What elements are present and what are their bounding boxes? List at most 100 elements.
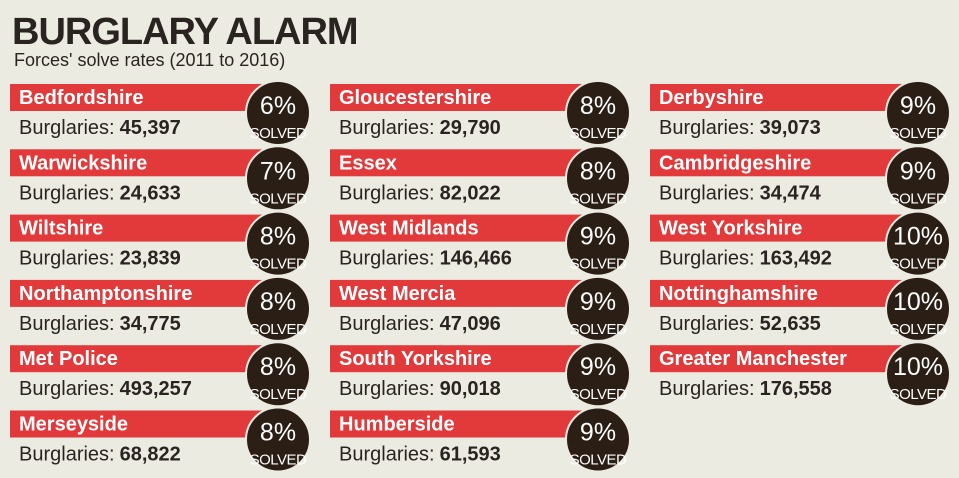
force-name: Greater Manchester (659, 348, 847, 370)
force-card: Wiltshire Burglaries: 23,839 8% SOLVED (10, 210, 311, 277)
count-value: 163,492 (760, 248, 832, 270)
count-value: 34,474 (760, 182, 822, 204)
solve-rate: 9% (580, 419, 616, 447)
solve-badge (245, 145, 311, 212)
burglary-count: Burglaries: 45,397 (19, 117, 181, 139)
name-bar (330, 84, 585, 111)
count-value: 23,839 (120, 248, 181, 270)
solve-rate: 8% (260, 288, 296, 316)
solved-label: SOLVED (890, 386, 947, 403)
force-name: West Yorkshire (659, 218, 802, 240)
name-bar (10, 410, 265, 438)
burglary-count: Burglaries: 163,492 (659, 248, 832, 270)
solve-rate: 8% (260, 419, 296, 447)
count-value: 90,018 (440, 378, 501, 400)
force-name: West Midlands (339, 218, 479, 240)
count-value: 29,790 (440, 117, 501, 139)
name-bar (330, 279, 585, 307)
force-name: Bedfordshire (19, 87, 143, 109)
solve-badge (565, 341, 631, 408)
solve-rate: 10% (893, 353, 943, 381)
burglary-count: Burglaries: 39,073 (659, 117, 821, 139)
burglary-count: Burglaries: 34,474 (659, 182, 822, 204)
solved-label: SOLVED (570, 256, 627, 273)
solved-label: SOLVED (250, 452, 307, 469)
count-value: 82,022 (440, 182, 501, 204)
solved-label: SOLVED (890, 125, 947, 142)
name-bar (650, 279, 905, 307)
name-bar (10, 149, 265, 177)
solved-label: SOLVED (250, 386, 307, 403)
name-bar (330, 214, 585, 242)
name-bar (10, 214, 265, 242)
name-bar (10, 279, 265, 307)
force-name: West Mercia (339, 283, 456, 305)
count-value: 45,397 (120, 117, 181, 139)
force-card: Merseyside Burglaries: 68,822 8% SOLVED (10, 406, 311, 473)
burglary-count: Burglaries: 24,633 (19, 182, 181, 204)
solve-badge (245, 275, 311, 342)
count-label: Burglaries: (19, 182, 115, 204)
force-name: Derbyshire (659, 87, 764, 109)
solve-rate: 10% (893, 288, 943, 316)
solved-label: SOLVED (570, 386, 627, 403)
subtitle: Forces' solve rates (2011 to 2016) (14, 50, 285, 70)
count-label: Burglaries: (659, 378, 755, 400)
name-bar (650, 84, 905, 111)
name-bar (650, 214, 905, 242)
solved-label: SOLVED (250, 321, 307, 338)
force-card: Derbyshire Burglaries: 39,073 9% SOLVED (650, 80, 951, 146)
force-card: Greater Manchester Burglaries: 176,558 10% S… (650, 341, 951, 408)
force-card: Bedfordshire Burglaries: 45,397 6% SOLVED (10, 80, 311, 146)
solve-badge (565, 275, 631, 342)
force-card: West Yorkshire Burglaries: 163,492 10% SOLVE… (650, 210, 951, 277)
name-bar (10, 345, 265, 373)
force-card: Gloucestershire Burglaries: 29,790 8% SOLVED (330, 80, 631, 146)
count-value: 34,775 (120, 313, 181, 335)
solve-rate: 9% (580, 223, 616, 251)
solve-rate: 8% (260, 223, 296, 251)
name-bar (650, 345, 905, 373)
burglary-count: Burglaries: 47,096 (339, 313, 501, 335)
count-label: Burglaries: (19, 313, 115, 335)
force-card: Northamptonshire Burglaries: 34,775 8% SOLVE… (10, 275, 311, 342)
count-value: 24,633 (120, 182, 181, 204)
solve-badge (885, 341, 951, 408)
force-name: Wiltshire (19, 218, 103, 240)
solve-rate: 9% (580, 353, 616, 381)
solved-label: SOLVED (890, 256, 947, 273)
burglary-count: Burglaries: 493,257 (19, 378, 192, 400)
count-label: Burglaries: (659, 117, 755, 139)
count-label: Burglaries: (659, 313, 755, 335)
force-name: Warwickshire (19, 152, 147, 174)
count-value: 493,257 (120, 378, 192, 400)
burglary-count: Burglaries: 61,593 (339, 444, 501, 466)
solved-label: SOLVED (250, 190, 307, 207)
count-label: Burglaries: (339, 313, 435, 335)
solve-badge (885, 275, 951, 342)
count-label: Burglaries: (19, 248, 115, 270)
force-card: South Yorkshire Burglaries: 90,018 9% SOLVED (330, 341, 631, 408)
name-bar (330, 149, 585, 177)
count-value: 61,593 (440, 444, 501, 466)
solve-badge (885, 80, 951, 146)
force-card: Nottinghamshire Burglaries: 52,635 10% SOLVE… (650, 275, 951, 342)
force-name: Nottinghamshire (659, 283, 818, 305)
count-label: Burglaries: (19, 117, 115, 139)
solve-rate: 9% (900, 92, 936, 120)
solved-label: SOLVED (570, 125, 627, 142)
solve-badge (245, 80, 311, 146)
force-name: Gloucestershire (339, 87, 491, 109)
count-label: Burglaries: (659, 248, 755, 270)
burglary-count: Burglaries: 90,018 (339, 378, 501, 400)
burglary-count: Burglaries: 23,839 (19, 248, 181, 270)
count-label: Burglaries: (339, 248, 435, 270)
name-bar (10, 84, 265, 111)
solve-badge (245, 341, 311, 408)
solve-badge (885, 145, 951, 212)
force-name: Cambridgeshire (659, 152, 811, 174)
force-name: Met Police (19, 348, 118, 370)
solved-label: SOLVED (570, 452, 627, 469)
